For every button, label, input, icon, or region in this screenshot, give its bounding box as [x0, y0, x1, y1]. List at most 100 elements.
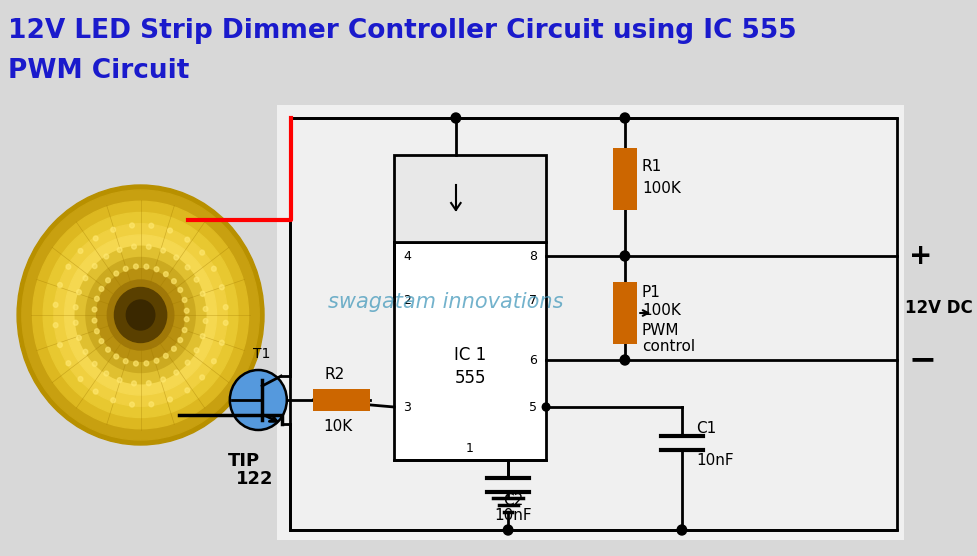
Circle shape [200, 334, 205, 339]
Text: 555: 555 [454, 369, 486, 387]
Bar [394, 242, 546, 460]
Text: 4: 4 [404, 250, 411, 262]
Circle shape [620, 113, 629, 123]
Circle shape [185, 237, 190, 242]
Text: 2: 2 [404, 294, 411, 306]
Circle shape [147, 244, 151, 249]
Circle shape [134, 361, 139, 366]
Text: 100K: 100K [642, 181, 681, 196]
Bar [613, 148, 637, 210]
Circle shape [160, 377, 165, 382]
Circle shape [178, 287, 183, 292]
Circle shape [186, 265, 190, 270]
Text: 7: 7 [529, 294, 536, 306]
Circle shape [32, 201, 248, 429]
Circle shape [58, 282, 63, 287]
Circle shape [99, 339, 104, 344]
Circle shape [144, 361, 149, 366]
Text: TIP: TIP [228, 452, 260, 470]
Circle shape [99, 286, 104, 291]
Circle shape [620, 251, 629, 261]
Bar [314, 389, 370, 411]
Circle shape [620, 355, 629, 365]
Circle shape [83, 276, 88, 281]
Circle shape [183, 327, 187, 332]
Text: R1: R1 [642, 158, 662, 173]
Text: C2: C2 [503, 493, 523, 508]
Circle shape [230, 370, 287, 430]
Circle shape [123, 266, 128, 271]
Circle shape [168, 228, 172, 233]
Circle shape [149, 402, 153, 407]
Circle shape [168, 397, 172, 402]
Text: IC 1: IC 1 [454, 346, 487, 364]
Circle shape [92, 264, 97, 269]
Circle shape [104, 254, 108, 259]
Text: +: + [909, 242, 932, 270]
Text: 12V LED Strip Dimmer Controller Circuit using IC 555: 12V LED Strip Dimmer Controller Circuit … [8, 18, 796, 44]
Circle shape [144, 264, 149, 269]
Circle shape [114, 354, 118, 359]
Circle shape [224, 320, 228, 325]
Circle shape [178, 337, 183, 342]
Circle shape [17, 185, 264, 445]
Circle shape [107, 280, 174, 350]
Circle shape [95, 329, 100, 334]
Circle shape [94, 236, 98, 241]
Circle shape [185, 317, 190, 322]
Circle shape [185, 388, 190, 393]
Circle shape [183, 297, 187, 302]
Circle shape [132, 381, 137, 386]
Circle shape [203, 306, 208, 311]
Circle shape [199, 250, 204, 255]
Circle shape [75, 246, 206, 384]
Circle shape [200, 291, 205, 296]
Text: 8: 8 [529, 250, 536, 262]
Text: C1: C1 [697, 420, 716, 435]
Circle shape [503, 525, 513, 535]
Circle shape [134, 264, 139, 269]
Circle shape [66, 264, 70, 269]
Circle shape [78, 376, 83, 381]
Circle shape [64, 235, 217, 395]
Text: 12V DC: 12V DC [905, 299, 973, 317]
Circle shape [54, 302, 58, 307]
Circle shape [163, 353, 168, 358]
Circle shape [186, 360, 190, 365]
Circle shape [76, 335, 81, 340]
Circle shape [117, 247, 122, 252]
Circle shape [154, 267, 159, 272]
Text: PWM Circuit: PWM Circuit [8, 58, 189, 84]
Circle shape [130, 223, 135, 228]
Text: 10K: 10K [322, 419, 352, 434]
Circle shape [114, 271, 118, 276]
Circle shape [199, 375, 204, 380]
Bar [277, 105, 904, 540]
Circle shape [58, 342, 63, 348]
Bar [613, 282, 637, 344]
Circle shape [83, 349, 88, 354]
Circle shape [451, 113, 460, 123]
Circle shape [104, 371, 108, 376]
Text: 10nF: 10nF [697, 453, 734, 468]
Circle shape [78, 249, 83, 254]
Circle shape [211, 266, 216, 271]
Text: 3: 3 [404, 400, 411, 414]
Circle shape [542, 403, 550, 411]
Circle shape [677, 525, 687, 535]
Circle shape [94, 389, 98, 394]
Circle shape [106, 278, 110, 283]
Circle shape [220, 340, 225, 345]
Text: 10nF: 10nF [494, 508, 531, 523]
Circle shape [126, 300, 154, 330]
Text: T1: T1 [253, 347, 271, 361]
Circle shape [54, 322, 58, 327]
Text: R2: R2 [324, 366, 345, 381]
Text: 5: 5 [529, 400, 536, 414]
Circle shape [95, 296, 100, 301]
Text: PWM: PWM [642, 322, 679, 337]
Circle shape [172, 346, 176, 351]
Circle shape [114, 287, 167, 342]
Circle shape [86, 257, 195, 373]
Circle shape [224, 305, 228, 310]
